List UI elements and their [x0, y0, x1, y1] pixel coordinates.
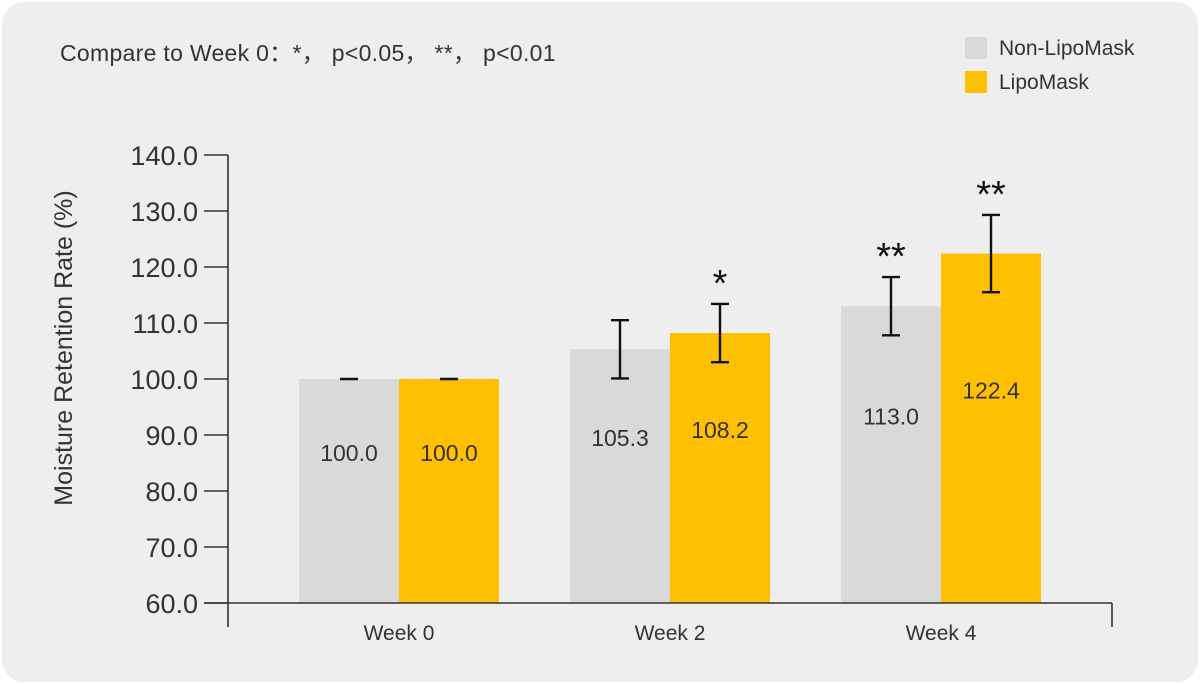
- legend-swatch-lipomask: [965, 71, 987, 93]
- legend: Non-LipoMask LipoMask: [965, 37, 1135, 94]
- y-tick-label: 60.0: [145, 589, 198, 619]
- y-tick-label: 110.0: [132, 309, 198, 339]
- data-label-non-lipomask-week-2: 105.3: [591, 425, 649, 451]
- legend-label-non-lipomask: Non-LipoMask: [999, 37, 1135, 60]
- y-tick-label: 130.0: [130, 197, 198, 227]
- data-label-lipomask-week-4: 122.4: [962, 377, 1020, 403]
- x-tick-label-week-0: Week 0: [364, 622, 435, 645]
- x-tick-label-week-4: Week 4: [906, 622, 977, 645]
- y-tick-label: 120.0: [130, 253, 198, 283]
- bar-lipomask-week-2: [670, 333, 770, 603]
- significance-marker-non-lipomask-week-4: **: [876, 236, 906, 278]
- significance-note: Compare to Week 0：*， p<0.05， **， p<0.01: [60, 40, 556, 66]
- bar-non-lipomask-week-0: [299, 379, 399, 603]
- data-label-non-lipomask-week-4: 113.0: [863, 404, 919, 430]
- data-label-lipomask-week-2: 108.2: [691, 417, 749, 443]
- legend-swatch-non-lipomask: [965, 37, 987, 59]
- bar-non-lipomask-week-2: [570, 349, 670, 603]
- legend-label-lipomask: LipoMask: [999, 71, 1089, 94]
- y-tick-label: 90.0: [145, 421, 198, 451]
- y-tick-label: 140.0: [130, 141, 198, 171]
- x-axis: Week 0 Week 2 Week 4: [204, 602, 1113, 645]
- data-label-non-lipomask-week-0: 100.0: [320, 440, 378, 466]
- significance-marker-lipomask-week-2: *: [713, 263, 728, 305]
- bar-lipomask-week-0: [399, 379, 499, 603]
- bar-non-lipomask-week-4: [841, 306, 941, 603]
- data-label-lipomask-week-0: 100.0: [420, 440, 478, 466]
- bar-lipomask-week-4: [941, 253, 1041, 603]
- y-tick-label: 100.0: [130, 365, 198, 395]
- y-tick-label: 80.0: [145, 477, 198, 507]
- y-tick-label: 70.0: [145, 533, 198, 563]
- significance-marker-lipomask-week-4: **: [976, 174, 1006, 216]
- bars: 100.0 105.3 113.0 ** 100.0 108.2 * 122.4 **: [299, 174, 1041, 603]
- x-tick-label-week-2: Week 2: [635, 622, 706, 645]
- y-axis: 60.0 70.0 80.0 90.0 100.0 110.0 120.0 130.0 140.…: [130, 141, 229, 627]
- y-axis-label: Moisture Retention Rate (%): [50, 190, 78, 505]
